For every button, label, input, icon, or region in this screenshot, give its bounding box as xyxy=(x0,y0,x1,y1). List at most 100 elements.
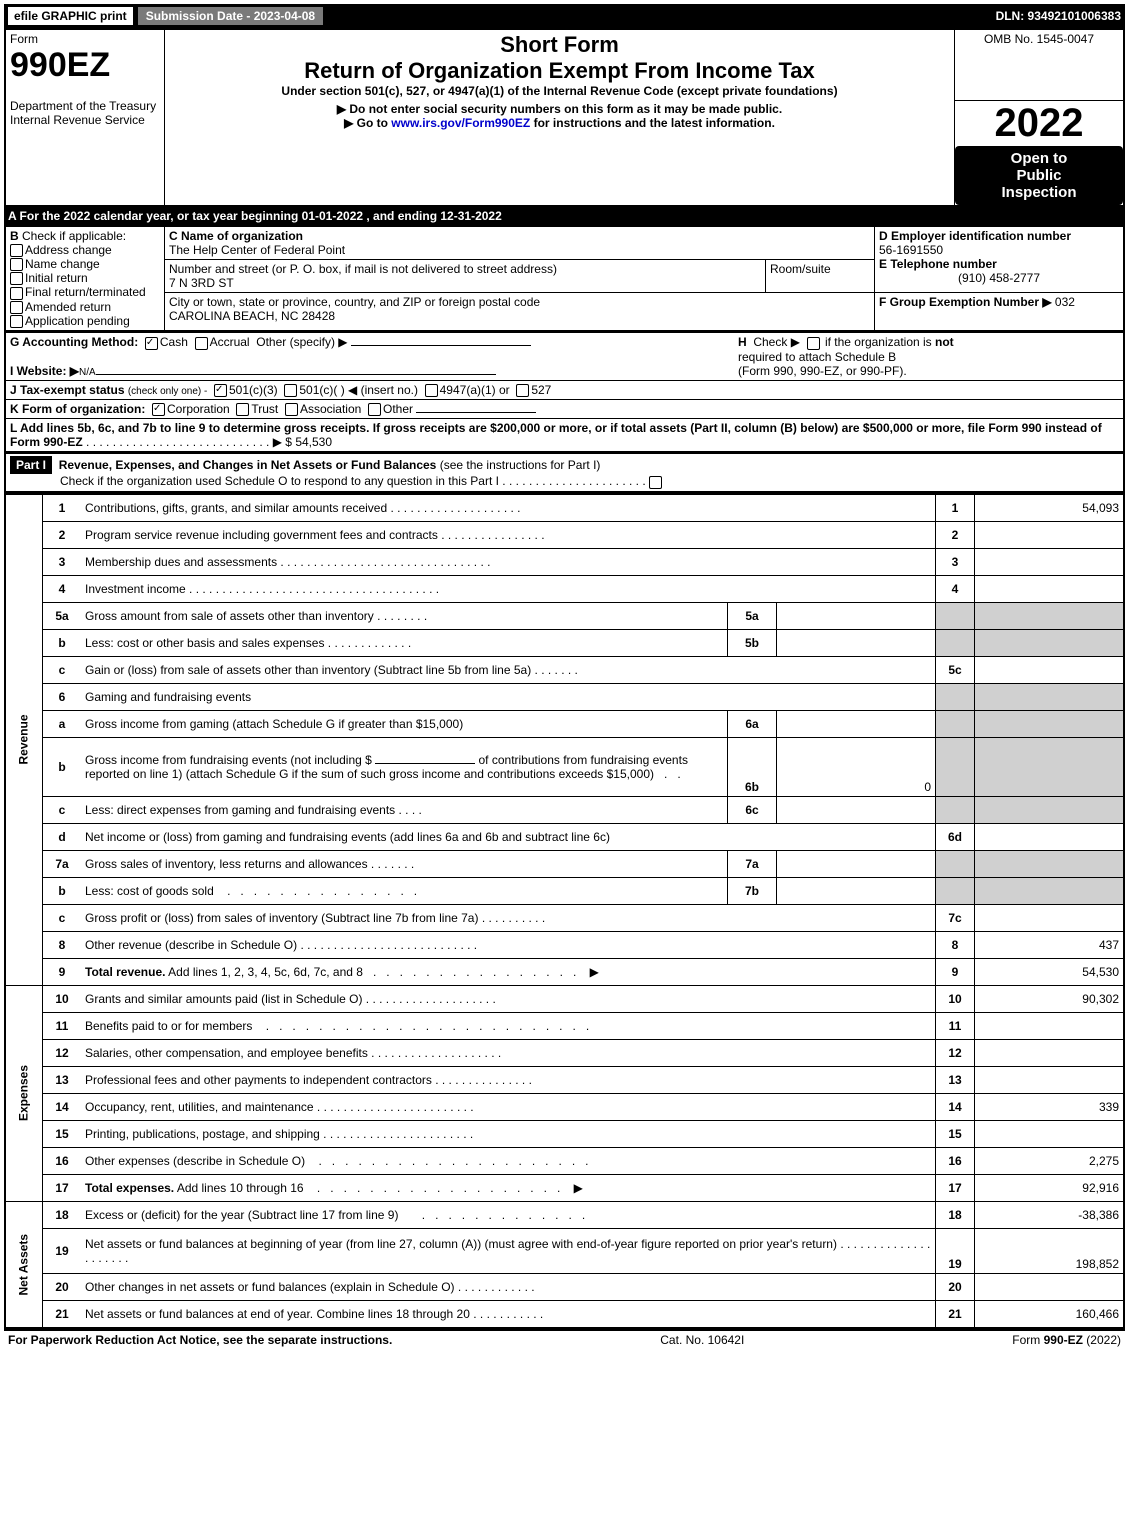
sub-value xyxy=(777,796,936,823)
sub-value xyxy=(777,602,936,629)
line-num: 16 xyxy=(43,1147,82,1174)
table-row: Net Assets 18 Excess or (deficit) for th… xyxy=(5,1201,1124,1228)
schedule-o-checkbox[interactable] xyxy=(649,476,662,489)
efile-print-button[interactable]: efile GRAPHIC print xyxy=(8,7,133,25)
city-state-zip: CAROLINA BEACH, NC 28428 xyxy=(169,309,335,323)
catalog-number: Cat. No. 10642I xyxy=(660,1333,744,1347)
line-ref: 17 xyxy=(936,1174,975,1201)
form-number: 990EZ xyxy=(10,46,110,84)
amended-return-label: Amended return xyxy=(25,300,111,314)
sub-value xyxy=(777,850,936,877)
shaded-cell xyxy=(975,796,1125,823)
netassets-section-label: Net Assets xyxy=(5,1201,43,1328)
amended-return-checkbox[interactable] xyxy=(10,301,23,314)
name-change-checkbox[interactable] xyxy=(10,258,23,271)
initial-return-checkbox[interactable] xyxy=(10,272,23,285)
table-row: 2 Program service revenue including gove… xyxy=(5,521,1124,548)
shaded-cell xyxy=(936,683,975,710)
box-d-label: D Employer identification number xyxy=(879,229,1071,243)
app-pending-checkbox[interactable] xyxy=(10,315,23,328)
paperwork-notice: For Paperwork Reduction Act Notice, see … xyxy=(8,1333,392,1347)
irs-link[interactable]: www.irs.gov/Form990EZ xyxy=(391,116,530,130)
address-change-label: Address change xyxy=(25,243,112,257)
shaded-cell xyxy=(936,602,975,629)
open-to-public: Open to Public Inspection xyxy=(955,146,1123,205)
part1-check-text: Check if the organization used Schedule … xyxy=(60,474,499,488)
dln-label: DLN: 93492101006383 xyxy=(996,9,1121,23)
527-label: 527 xyxy=(531,383,551,397)
line-ref: 8 xyxy=(936,931,975,958)
line-desc: Total expenses. xyxy=(85,1181,174,1195)
line-ref: 12 xyxy=(936,1039,975,1066)
shaded-cell xyxy=(975,710,1125,737)
other-method-label: Other (specify) ▶ xyxy=(256,335,347,349)
line-num: 19 xyxy=(43,1228,82,1273)
accrual-label: Accrual xyxy=(210,335,250,349)
shaded-cell xyxy=(975,877,1125,904)
line-desc: Grants and similar amounts paid (list in… xyxy=(85,992,362,1006)
line-desc: Other expenses (describe in Schedule O) xyxy=(85,1154,305,1168)
line-desc: Net income or (loss) from gaming and fun… xyxy=(85,830,610,844)
shaded-cell xyxy=(936,710,975,737)
short-form-title: Short Form xyxy=(169,32,950,58)
527-checkbox[interactable] xyxy=(516,384,529,397)
line-desc: Gross profit or (loss) from sales of inv… xyxy=(85,911,478,925)
trust-checkbox[interactable] xyxy=(236,403,249,416)
line-desc: Occupancy, rent, utilities, and maintena… xyxy=(85,1100,314,1114)
501c3-checkbox[interactable] xyxy=(214,384,227,397)
501c-checkbox[interactable] xyxy=(284,384,297,397)
ssn-warning: ▶ Do not enter social security numbers o… xyxy=(169,102,950,116)
room-suite-label: Room/suite xyxy=(770,262,831,276)
accrual-checkbox[interactable] xyxy=(195,337,208,350)
part1-header: Part I Revenue, Expenses, and Changes in… xyxy=(4,453,1125,492)
line-value: 198,852 xyxy=(975,1228,1125,1273)
line-value xyxy=(975,1039,1125,1066)
table-row: 19 Net assets or fund balances at beginn… xyxy=(5,1228,1124,1273)
financial-lines-table: Revenue 1 Contributions, gifts, grants, … xyxy=(4,493,1125,1329)
line-num: 17 xyxy=(43,1174,82,1201)
table-row: 5a Gross amount from sale of assets othe… xyxy=(5,602,1124,629)
line-desc: Gross sales of inventory, less returns a… xyxy=(85,857,368,871)
line-desc: Salaries, other compensation, and employ… xyxy=(85,1046,368,1060)
shaded-cell xyxy=(975,737,1125,796)
line-ref: 11 xyxy=(936,1012,975,1039)
line-num: d xyxy=(43,823,82,850)
line-num: 7a xyxy=(43,850,82,877)
line-desc: Gross income from gaming (attach Schedul… xyxy=(85,717,463,731)
table-row: Expenses 10 Grants and similar amounts p… xyxy=(5,985,1124,1012)
4947-checkbox[interactable] xyxy=(425,384,438,397)
corp-checkbox[interactable] xyxy=(152,403,165,416)
table-row: 14 Occupancy, rent, utilities, and maint… xyxy=(5,1093,1124,1120)
sub-value xyxy=(777,877,936,904)
line-num: 13 xyxy=(43,1066,82,1093)
address-change-checkbox[interactable] xyxy=(10,244,23,257)
sub-ref: 7a xyxy=(728,850,777,877)
final-return-checkbox[interactable] xyxy=(10,287,23,300)
table-row: 6 Gaming and fundraising events xyxy=(5,683,1124,710)
line-num: 3 xyxy=(43,548,82,575)
submission-date-button[interactable]: Submission Date - 2023-04-08 xyxy=(137,6,324,26)
schedule-b-checkbox[interactable] xyxy=(807,337,820,350)
line-desc: Less: cost of goods sold xyxy=(85,884,214,898)
line-num: c xyxy=(43,796,82,823)
box-b-label: B xyxy=(10,229,19,243)
table-row: 7a Gross sales of inventory, less return… xyxy=(5,850,1124,877)
line-desc: Other changes in net assets or fund bala… xyxy=(85,1280,455,1294)
cash-checkbox[interactable] xyxy=(145,337,158,350)
line-value xyxy=(975,575,1125,602)
goto-note: ▶ Go to www.irs.gov/Form990EZ for instru… xyxy=(169,116,950,130)
city-label: City or town, state or province, country… xyxy=(169,295,540,309)
return-title: Return of Organization Exempt From Incom… xyxy=(169,58,950,84)
line-desc: Program service revenue including govern… xyxy=(85,528,438,542)
line-value xyxy=(975,1273,1125,1300)
website-value: N/A xyxy=(79,367,96,378)
line-num: c xyxy=(43,904,82,931)
h-text4: (Form 990, 990-EZ, or 990-PF). xyxy=(738,364,907,378)
line-value xyxy=(975,904,1125,931)
sub-value: 0 xyxy=(777,737,936,796)
dept-treasury: Department of the Treasury xyxy=(10,99,156,113)
table-row: b Less: cost of goods sold . . . . . . .… xyxy=(5,877,1124,904)
assoc-checkbox[interactable] xyxy=(285,403,298,416)
table-row: 11 Benefits paid to or for members . . .… xyxy=(5,1012,1124,1039)
other-org-checkbox[interactable] xyxy=(368,403,381,416)
